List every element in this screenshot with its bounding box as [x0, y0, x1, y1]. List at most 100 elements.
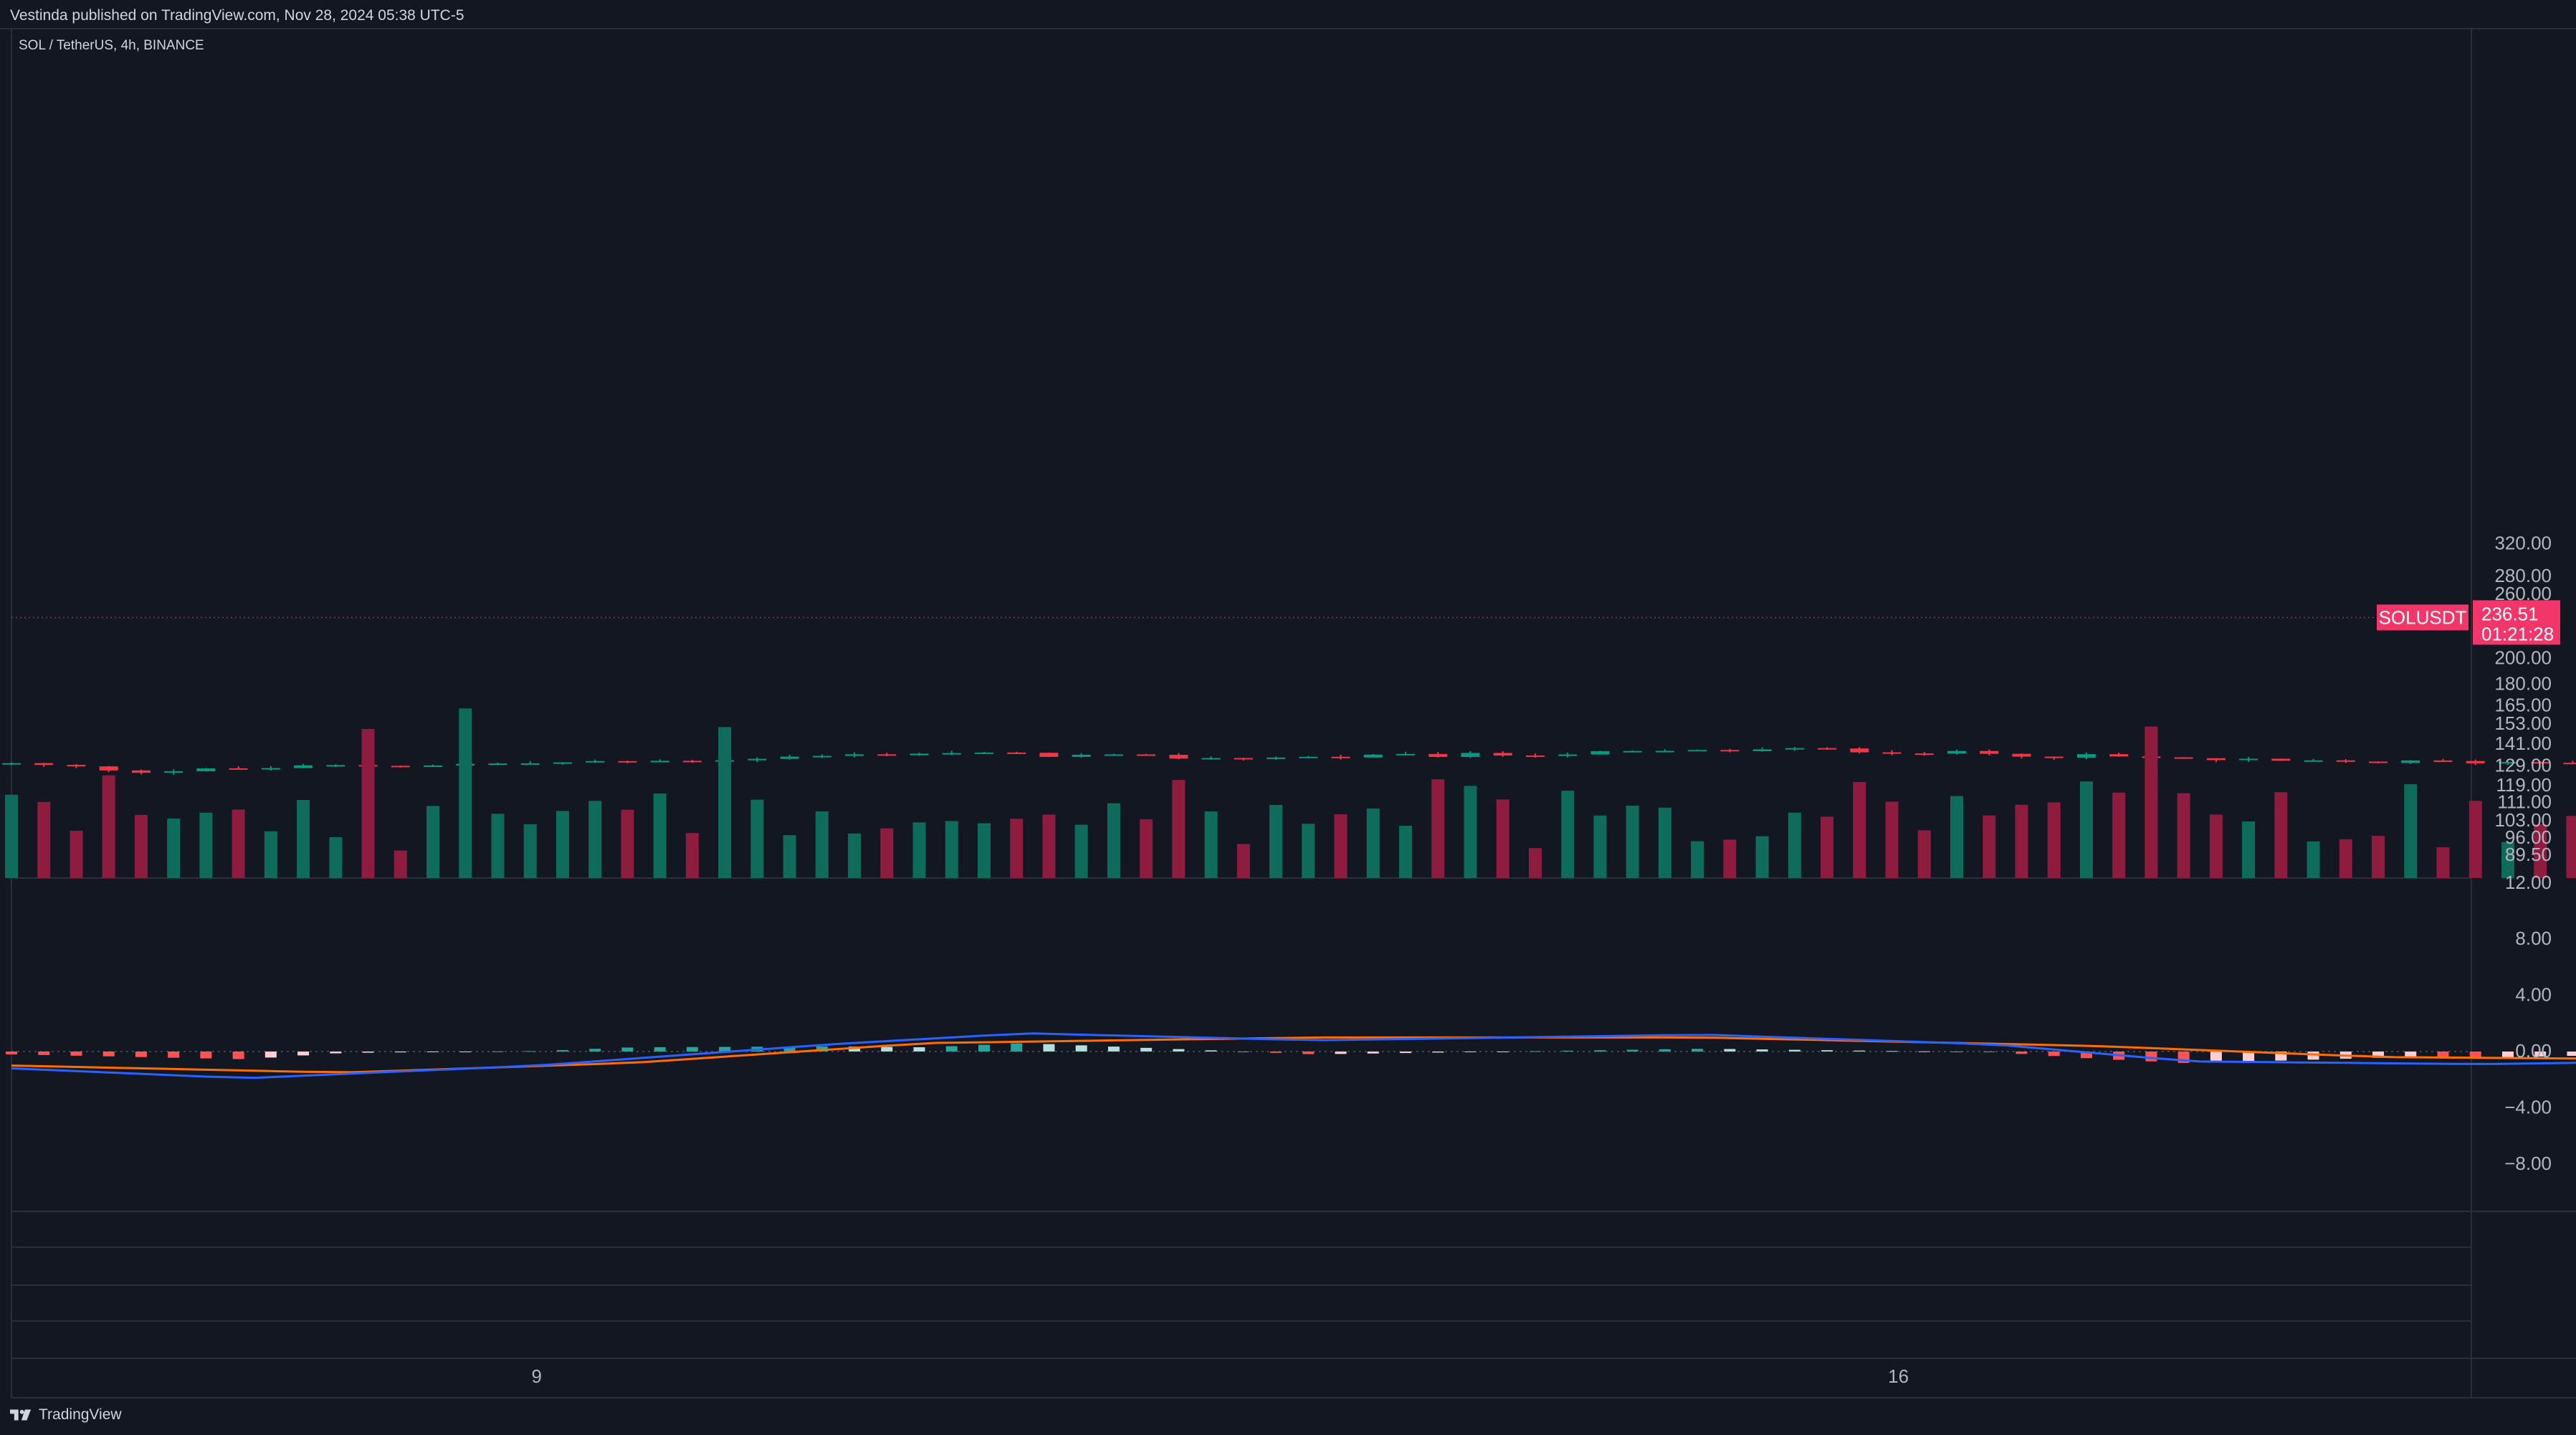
candle-body-57 — [1850, 748, 1869, 753]
candle-body-10 — [326, 765, 345, 767]
candle-body-48 — [1558, 754, 1578, 756]
macd-hist-bar-68 — [2210, 1052, 2222, 1063]
price-tick-label-8: 153.00 — [2494, 712, 2552, 734]
macd-tick-label-0: 12.00 — [2505, 872, 2552, 893]
candle-body-52 — [1688, 750, 1707, 752]
macd-hist-bar-22 — [719, 1047, 731, 1052]
candle-body-63 — [2044, 756, 2064, 758]
macd-hist-bar-71 — [2307, 1052, 2319, 1060]
candle-body-62 — [2012, 753, 2031, 757]
volume-bar-9 — [297, 800, 310, 878]
price-tick-label-15: 89.50 — [2505, 844, 2552, 865]
candle-body-78 — [2531, 762, 2550, 764]
candle-body-77 — [2498, 762, 2517, 764]
macd-hist-bar-40 — [1302, 1052, 1315, 1054]
candle-body-68 — [2206, 758, 2226, 761]
candle-body-71 — [2304, 760, 2323, 762]
volume-bar-58 — [1885, 801, 1899, 878]
macd-hist-bar-33 — [1075, 1045, 1087, 1052]
volume-bar-54 — [1755, 836, 1769, 878]
volume-bar-25 — [815, 811, 829, 878]
macd-hist-bar-74 — [2405, 1052, 2417, 1058]
macd-tick-label-2: 4.00 — [2515, 984, 2552, 1006]
candle-body-53 — [1720, 750, 1740, 752]
volume-bar-34 — [1107, 803, 1120, 878]
macd-hist-bar-9 — [297, 1052, 310, 1056]
volume-bar-74 — [2404, 784, 2418, 878]
volume-bar-56 — [1821, 816, 1834, 878]
volume-bar-42 — [1366, 808, 1380, 878]
candle-body-56 — [1818, 748, 1837, 750]
macd-hist-bar-0 — [6, 1052, 17, 1054]
macd-hist-bar-2 — [70, 1052, 82, 1056]
macd-hist-bar-41 — [1335, 1052, 1347, 1054]
candle-body-3 — [99, 766, 118, 771]
volume-bar-32 — [1042, 814, 1056, 878]
macd-hist-bar-66 — [2145, 1052, 2157, 1062]
volume-bar-5 — [167, 818, 181, 878]
macd-hist-bar-42 — [1367, 1052, 1379, 1054]
volume-bar-70 — [2274, 792, 2288, 878]
macd-hist-bar-6 — [200, 1052, 212, 1059]
volume-bar-24 — [783, 835, 796, 878]
candle-body-32 — [1039, 753, 1059, 757]
price-tick-label-13: 103.00 — [2494, 809, 2552, 831]
macd-hist-bar-34 — [1107, 1047, 1120, 1052]
time-axis: 9162327Oct7142128Nov5111825Dec — [532, 1365, 1909, 1387]
candle-body-6 — [196, 768, 216, 772]
volume-bar-73 — [2372, 836, 2385, 878]
symbol-tag-box — [2377, 604, 2468, 631]
volume-bar-53 — [1723, 839, 1737, 878]
volume-bar-31 — [1010, 819, 1024, 878]
volume-bar-19 — [621, 809, 634, 878]
volume-bar-46 — [1496, 799, 1509, 878]
candle-body-18 — [586, 761, 605, 763]
candle-body-25 — [812, 755, 831, 758]
macd-hist-bar-77 — [2501, 1052, 2514, 1058]
volume-bar-39 — [1269, 804, 1283, 878]
volume-bar-27 — [880, 828, 894, 878]
candle-body-69 — [2239, 758, 2258, 761]
tradingview-footer[interactable]: TradingView — [10, 1406, 122, 1424]
macd-hist-bar-63 — [2048, 1052, 2060, 1057]
volume-bar-75 — [2436, 847, 2450, 878]
macd-hist-bar-76 — [2469, 1052, 2481, 1058]
volume-bar-51 — [1658, 807, 1671, 878]
candle-body-31 — [1007, 752, 1026, 754]
candle-body-45 — [1461, 753, 1480, 758]
volume-bar-29 — [945, 821, 958, 878]
macd-hist-bar-79 — [2567, 1052, 2576, 1057]
volume-bar-6 — [199, 812, 213, 878]
macd-hist-bar-53 — [1724, 1049, 1736, 1052]
symbol-info[interactable]: SOL / TetherUS, 4h, BINANCE — [19, 38, 204, 53]
volume-bar-66 — [2145, 726, 2158, 878]
volume-bar-30 — [978, 823, 991, 878]
macd-hist-bar-21 — [686, 1047, 698, 1052]
macd-hist-bar-10 — [330, 1052, 342, 1054]
candle-body-19 — [618, 761, 637, 763]
macd-hist-bar-43 — [1400, 1052, 1412, 1054]
price-tick-label-6: 180.00 — [2494, 673, 2552, 695]
volume-bar-23 — [750, 799, 764, 878]
time-tick-label-1: 16 — [1888, 1365, 1909, 1387]
candle-body-54 — [1752, 749, 1772, 752]
volume-bar-11 — [361, 728, 375, 878]
macd-hist-bar-48 — [1562, 1050, 1574, 1052]
volume-bar-8 — [264, 831, 277, 878]
candle-body-60 — [1947, 750, 1966, 754]
volume-bar-38 — [1236, 844, 1250, 878]
macd-hist-bar-35 — [1140, 1047, 1153, 1052]
candle-body-4 — [131, 770, 151, 773]
volume-bar-64 — [2079, 781, 2093, 878]
volume-bar-41 — [1334, 814, 1347, 878]
macd-hist-bar-7 — [232, 1052, 244, 1059]
volume-bar-69 — [2242, 821, 2256, 878]
time-tick-label-0: 9 — [532, 1365, 542, 1387]
macd-hist-bar-58 — [1886, 1051, 1898, 1052]
candle-body-36 — [1169, 755, 1188, 759]
macd-hist-bar-28 — [913, 1047, 925, 1052]
volume-bar-62 — [2015, 804, 2028, 878]
volume-bar-13 — [426, 806, 440, 878]
macd-hist-bar-37 — [1205, 1050, 1217, 1052]
